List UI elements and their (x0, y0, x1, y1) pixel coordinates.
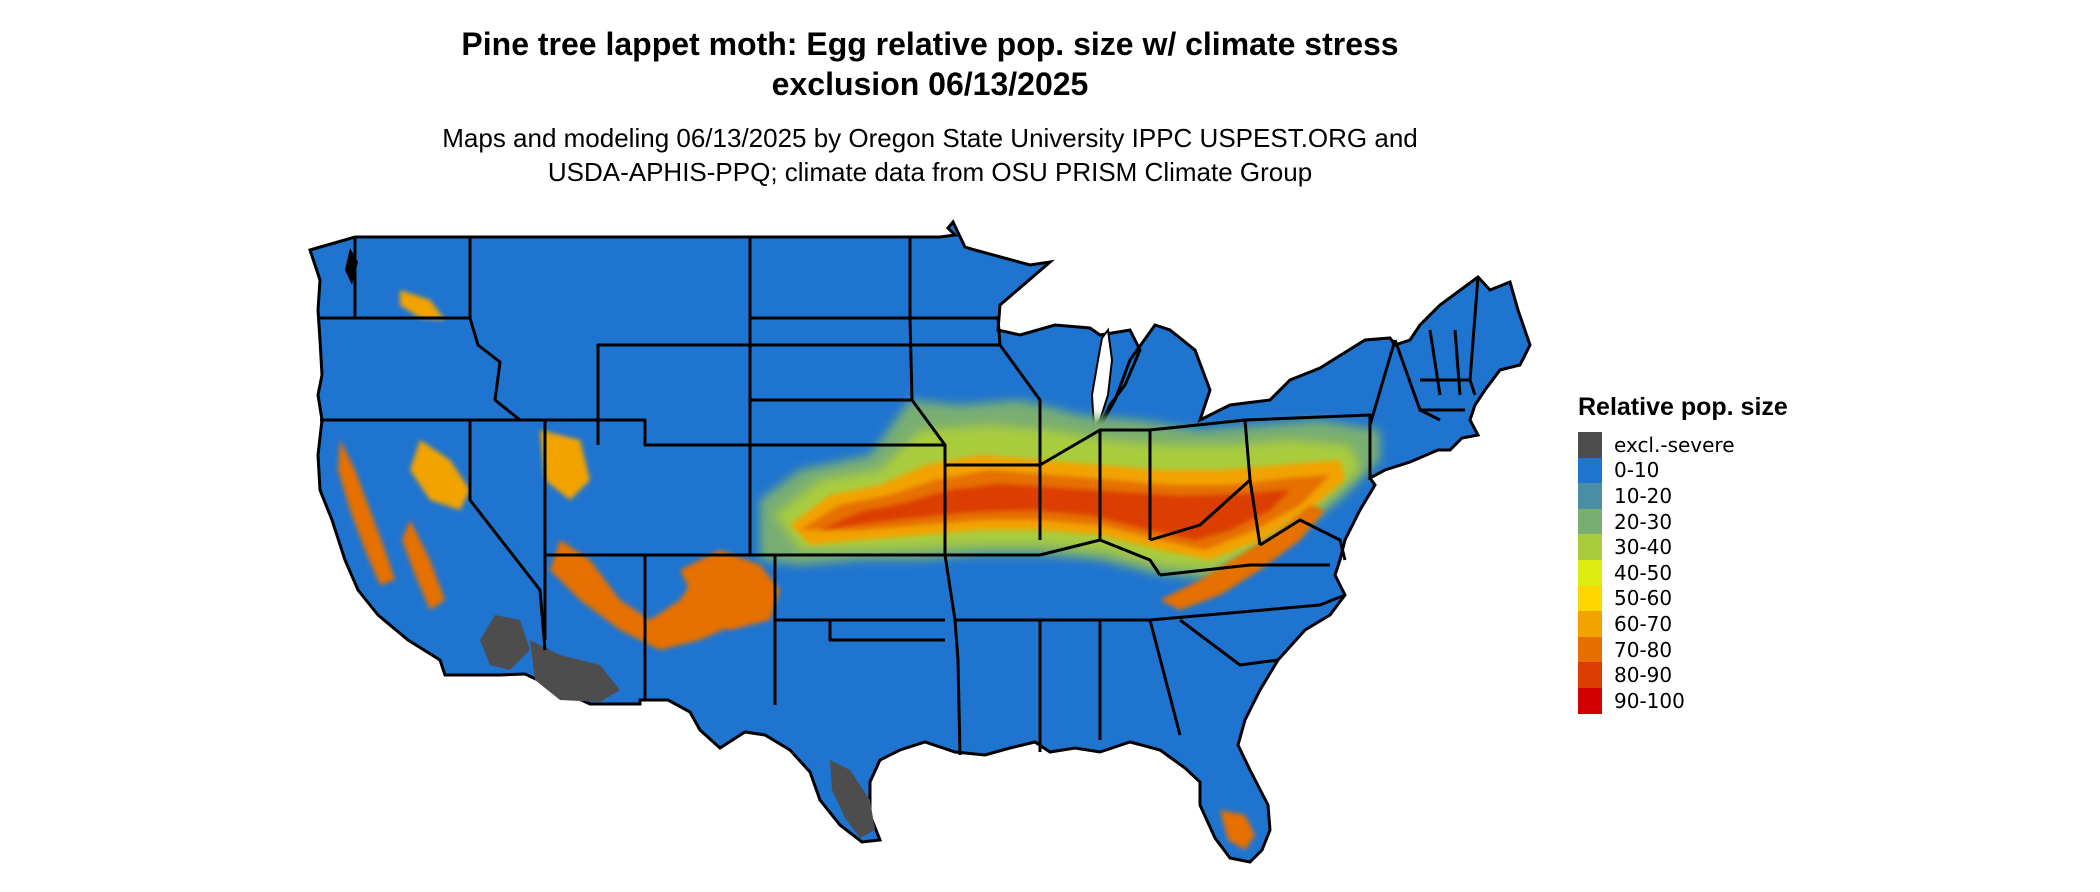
legend-item: 50-60 (1578, 585, 1788, 612)
legend-label: 70-80 (1614, 637, 1673, 662)
map-title-line-2: exclusion 06/13/2025 (771, 66, 1089, 102)
legend-label: 60-70 (1614, 611, 1673, 636)
legend-items: excl.-severe 0-10 10-20 20-30 30-40 40-50 50-6… (1578, 432, 1788, 714)
legend-swatch (1578, 432, 1602, 458)
legend-item: 70-80 (1578, 636, 1788, 663)
legend-item: 30-40 (1578, 534, 1788, 560)
legend-item: 0-10 (1578, 457, 1788, 484)
exclusion-zones (480, 615, 875, 838)
map-subtitle-line-1: Maps and modeling 06/13/2025 by Oregon S… (442, 123, 1418, 153)
map-subtitle: Maps and modeling 06/13/2025 by Oregon S… (0, 121, 1860, 189)
legend: Relative pop. size excl.-severe 0-10 10-20… (1578, 393, 1788, 714)
map-title: Pine tree lappet moth: Egg relative pop.… (0, 24, 1860, 104)
legend-item: 40-50 (1578, 559, 1788, 586)
legend-label: 80-90 (1614, 663, 1673, 688)
legend-label: 40-50 (1614, 560, 1673, 585)
legend-item: 80-90 (1578, 662, 1788, 688)
legend-swatch (1578, 508, 1602, 535)
legend-label: 0-10 (1614, 458, 1660, 483)
puget-sound (345, 248, 358, 285)
legend-swatch (1578, 585, 1602, 612)
legend-swatch (1578, 687, 1602, 714)
legend-swatch (1578, 457, 1602, 484)
legend-label: 20-30 (1614, 509, 1673, 534)
legend-swatch (1578, 559, 1602, 586)
legend-label: 90-100 (1614, 688, 1685, 713)
legend-swatch (1578, 636, 1602, 663)
legend-swatch (1578, 483, 1602, 509)
legend-item: 20-30 (1578, 508, 1788, 535)
legend-label: excl.-severe (1614, 432, 1735, 457)
legend-swatch (1578, 611, 1602, 637)
legend-item: excl.-severe (1578, 432, 1788, 458)
legend-swatch (1578, 662, 1602, 688)
map-subtitle-line-2: USDA-APHIS-PPQ; climate data from OSU PR… (547, 157, 1313, 187)
legend-item: 90-100 (1578, 687, 1788, 714)
legend-label: 10-20 (1614, 483, 1673, 508)
legend-item: 10-20 (1578, 483, 1788, 509)
legend-label: 30-40 (1614, 535, 1673, 560)
legend-title: Relative pop. size (1578, 393, 1788, 421)
map-title-line-1: Pine tree lappet moth: Egg relative pop.… (461, 26, 1399, 62)
legend-swatch (1578, 534, 1602, 560)
legend-item: 60-70 (1578, 611, 1788, 637)
state-boundaries (320, 237, 1480, 756)
legend-label: 50-60 (1614, 586, 1673, 611)
